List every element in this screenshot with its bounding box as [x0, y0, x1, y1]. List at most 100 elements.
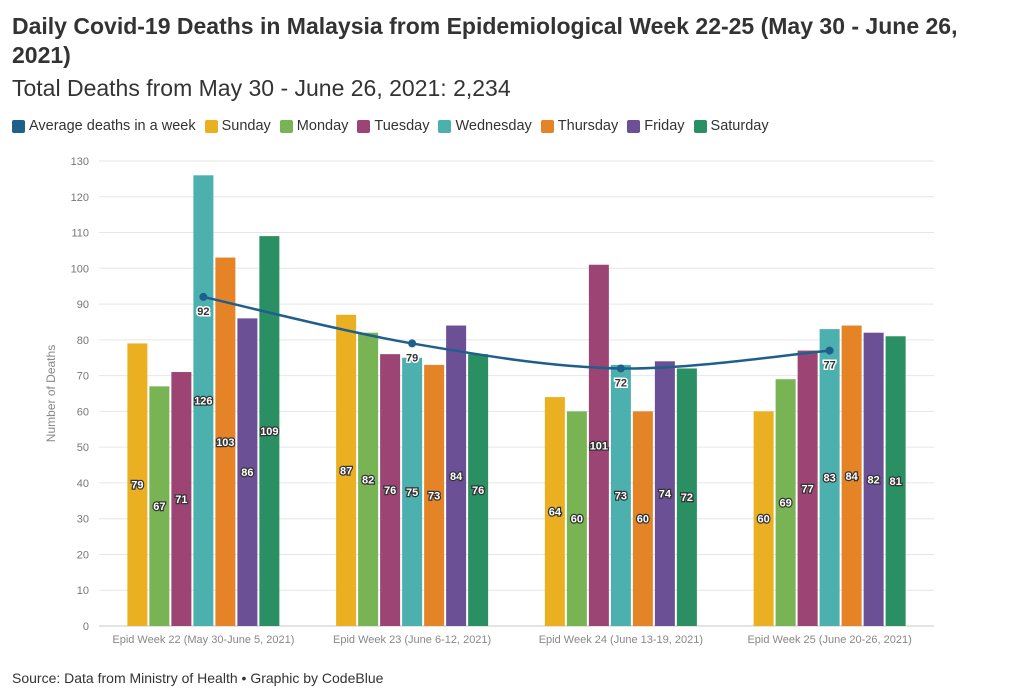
y-tick-label-120: 120: [71, 192, 89, 204]
bar-friday-week-2: [446, 325, 467, 626]
data-label-thursday-week-4: 84: [846, 471, 859, 483]
y-tick-label-10: 10: [77, 585, 89, 597]
data-label-sunday-week-1: 79: [131, 480, 143, 492]
bar-monday-week-3: [566, 411, 587, 626]
legend-item-thursday[interactable]: Thursday: [540, 118, 619, 134]
x-tick-label-1: Epid Week 22 (May 30-June 5, 2021): [112, 634, 294, 646]
legend-label-friday: Friday: [644, 118, 685, 134]
legend-swatch-sunday: [204, 119, 218, 133]
legend-label-wednesday: Wednesday: [455, 118, 532, 134]
legend-label-thursday: Thursday: [557, 118, 619, 134]
bar-thursday-week-1: [215, 257, 236, 626]
data-label-thursday-week-1: 103: [216, 437, 234, 449]
legend-swatch-monday: [279, 119, 293, 133]
y-tick-label-130: 130: [71, 156, 89, 168]
data-label-saturday-week-1: 109: [260, 426, 278, 438]
legend-label-average: Average deaths in a week: [29, 118, 196, 134]
legend-item-saturday[interactable]: Saturday: [693, 118, 769, 134]
data-label-thursday-week-3: 60: [637, 514, 649, 526]
bar-saturday-week-1: [259, 236, 280, 626]
average-point-week-4: [825, 346, 834, 355]
legend-item-average[interactable]: Average deaths in a week: [12, 118, 196, 134]
data-label-sunday-week-3: 64: [549, 507, 562, 519]
bar-saturday-week-4: [885, 336, 906, 626]
bar-tuesday-week-2: [380, 354, 401, 626]
legend-swatch-wednesday: [438, 119, 452, 133]
average-label-week-3: 72: [615, 377, 627, 389]
data-label-monday-week-3: 60: [571, 514, 583, 526]
bar-thursday-week-4: [841, 325, 862, 626]
bar-chart: 0 10 20 30 40 50 60 70 80 90 100 110 120 130 Number of…: [44, 156, 934, 646]
bar-monday-week-2: [358, 332, 379, 626]
data-label-friday-week-3: 74: [659, 489, 672, 501]
bar-saturday-week-2: [468, 354, 489, 626]
legend-item-monday[interactable]: Monday: [279, 118, 349, 134]
y-axis-label: Number of Deaths: [44, 345, 58, 442]
bar-wednesday-week-2: [402, 357, 423, 626]
y-tick-label-20: 20: [77, 549, 89, 561]
bar-friday-week-4: [863, 332, 884, 626]
average-point-week-2: [408, 339, 417, 348]
bar-tuesday-week-4: [797, 350, 818, 626]
legend-label-saturday: Saturday: [710, 118, 769, 134]
data-label-wednesday-week-2: 75: [406, 487, 418, 499]
y-tick-label-60: 60: [77, 406, 89, 418]
legend-item-friday[interactable]: Friday: [627, 118, 685, 134]
y-tick-label-40: 40: [77, 478, 89, 490]
average-label-week-1: 92: [197, 306, 209, 318]
legend-swatch-average: [12, 119, 25, 133]
data-label-saturday-week-2: 76: [472, 485, 484, 497]
legend-item-sunday[interactable]: Sunday: [204, 118, 271, 134]
chart-legend: Average deaths in a week Sunday Monday T…: [12, 118, 778, 134]
data-label-tuesday-week-1: 71: [175, 494, 187, 506]
legend-label-tuesday: Tuesday: [374, 118, 430, 134]
data-label-thursday-week-2: 73: [428, 490, 440, 502]
bar-sunday-week-1: [127, 343, 148, 626]
data-label-saturday-week-4: 81: [890, 476, 902, 488]
data-label-monday-week-2: 82: [362, 474, 374, 486]
data-label-wednesday-week-3: 73: [615, 490, 627, 502]
x-tick-label-2: Epid Week 23 (June 6-12, 2021): [333, 634, 491, 646]
bar-monday-week-1: [149, 386, 170, 626]
bar-friday-week-1: [237, 318, 258, 626]
y-tick-label-50: 50: [77, 442, 89, 454]
bar-wednesday-week-4: [819, 329, 840, 626]
bar-saturday-week-3: [676, 368, 697, 626]
bar-friday-week-3: [654, 361, 675, 626]
bar-sunday-week-3: [544, 397, 565, 626]
data-label-friday-week-2: 84: [450, 471, 463, 483]
bar-monday-week-4: [775, 379, 796, 626]
legend-swatch-thursday: [540, 119, 554, 133]
legend-item-tuesday[interactable]: Tuesday: [357, 118, 429, 134]
chart-subtitle: Total Deaths from May 30 - June 26, 2021…: [12, 75, 511, 101]
data-label-wednesday-week-4: 83: [824, 473, 836, 485]
y-tick-label-110: 110: [71, 228, 89, 240]
data-label-tuesday-week-3: 101: [590, 440, 608, 452]
data-label-tuesday-week-2: 76: [384, 485, 396, 497]
y-tick-label-0: 0: [83, 621, 89, 633]
data-label-saturday-week-3: 72: [681, 492, 693, 504]
bar-sunday-week-4: [753, 411, 774, 626]
y-tick-label-80: 80: [77, 335, 89, 347]
data-label-friday-week-4: 82: [868, 474, 880, 486]
legend-label-sunday: Sunday: [221, 118, 271, 134]
bar-tuesday-week-1: [171, 372, 192, 626]
average-point-week-1: [199, 292, 208, 301]
average-line: [203, 295, 830, 370]
legend-label-monday: Monday: [296, 118, 349, 134]
legend-swatch-friday: [627, 119, 641, 133]
bar-thursday-week-2: [424, 364, 445, 626]
bar-wednesday-week-3: [610, 364, 631, 626]
y-tick-label-30: 30: [77, 514, 89, 526]
data-label-wednesday-week-1: 126: [194, 396, 212, 408]
chart-title: Daily Covid-19 Deaths in Malaysia from E…: [12, 13, 958, 68]
data-label-friday-week-1: 86: [241, 467, 253, 479]
average-point-week-3: [616, 364, 625, 373]
data-label-monday-week-4: 69: [780, 498, 792, 510]
legend-item-wednesday[interactable]: Wednesday: [438, 118, 532, 134]
bar-sunday-week-2: [336, 314, 357, 626]
y-tick-label-70: 70: [77, 371, 89, 383]
average-label-week-4: 77: [824, 360, 836, 372]
data-label-sunday-week-4: 60: [758, 514, 770, 526]
data-label-sunday-week-2: 87: [340, 465, 352, 477]
